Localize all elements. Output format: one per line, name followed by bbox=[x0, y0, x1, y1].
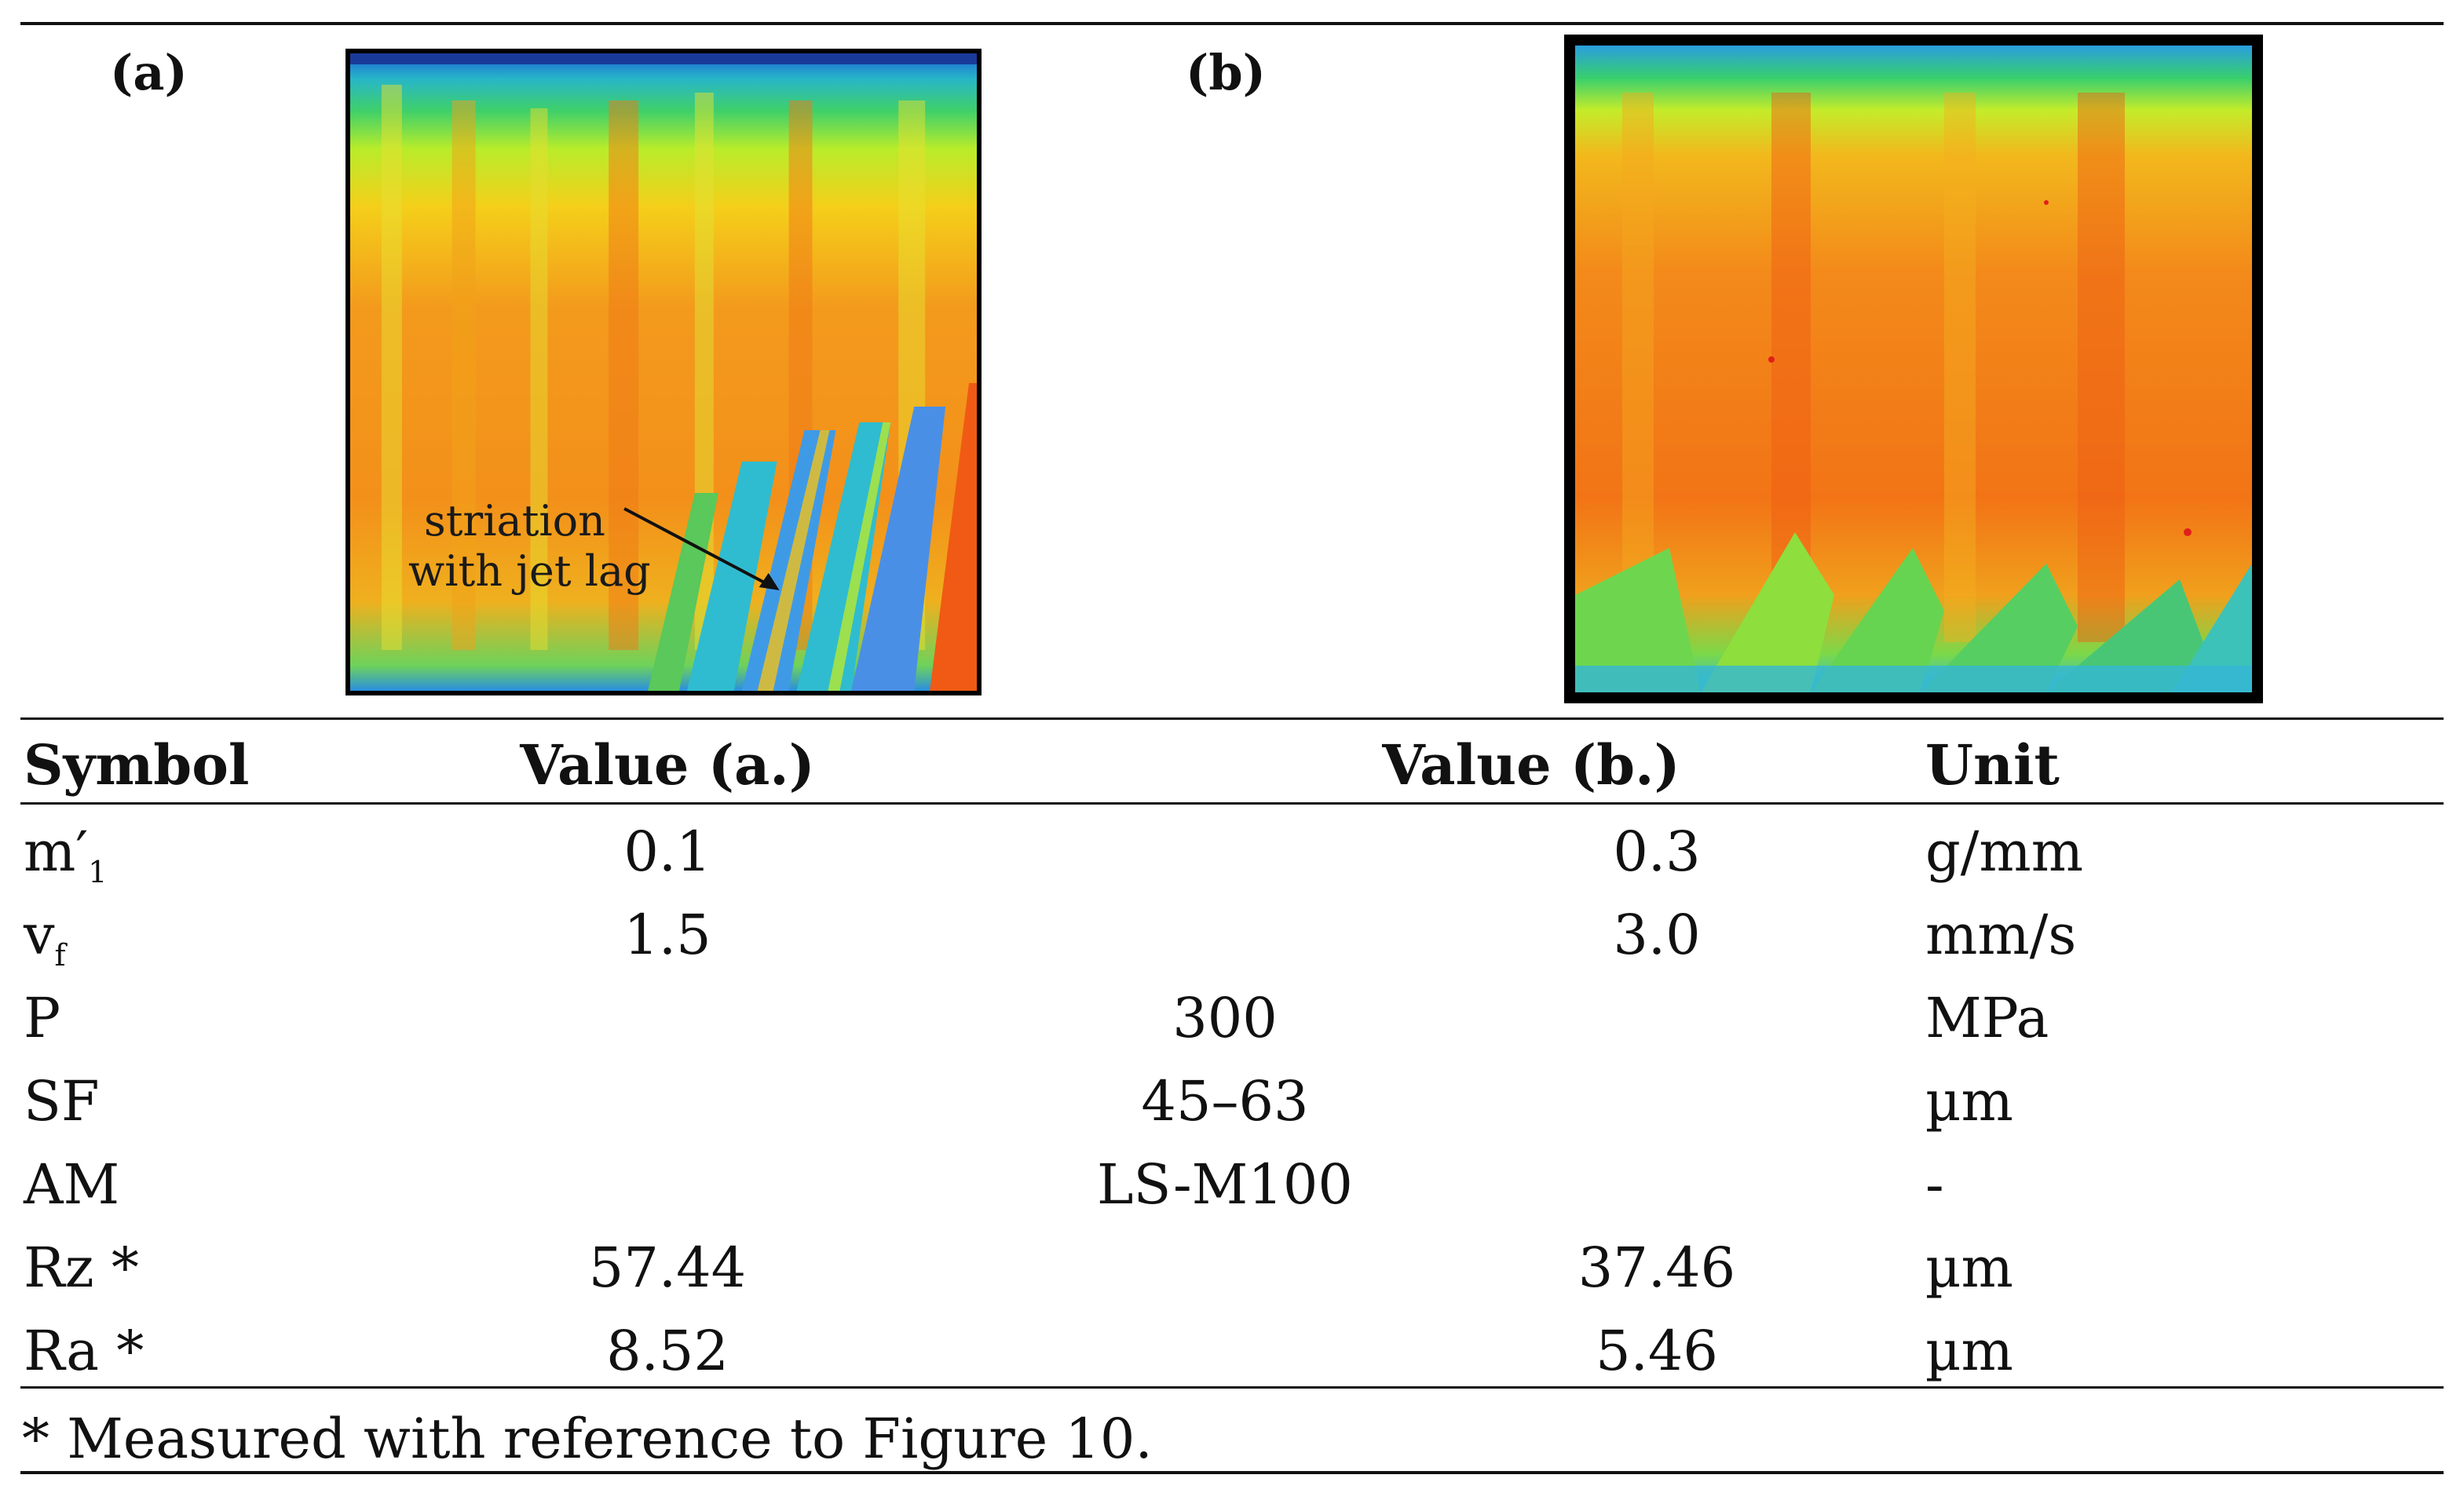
panel-b-surface-image bbox=[1575, 46, 2252, 692]
row-7-symbol: Ra * bbox=[24, 1319, 144, 1383]
panel-b-heatmap bbox=[1564, 35, 2263, 703]
row-1-symbol-main: m′ bbox=[24, 820, 89, 884]
header-rule bbox=[20, 802, 2444, 805]
row-2-symbol: vf bbox=[24, 907, 66, 970]
row-5-symbol: AM bbox=[24, 1152, 120, 1217]
panel-a-heatmap bbox=[345, 49, 982, 695]
top-rule bbox=[20, 22, 2444, 25]
row-6-unit: µm bbox=[1925, 1236, 2013, 1300]
row-7-value-a: 8.52 bbox=[606, 1319, 729, 1383]
header-unit: Unit bbox=[1925, 732, 2060, 798]
row-1-unit: g/mm bbox=[1925, 820, 2084, 884]
header-symbol: Symbol bbox=[24, 732, 250, 798]
row-6-symbol: Rz * bbox=[24, 1236, 139, 1300]
row-6-value-b: 37.46 bbox=[1577, 1236, 1736, 1300]
row-7-value-b: 5.46 bbox=[1596, 1319, 1718, 1383]
table-bottom-rule bbox=[20, 1386, 2444, 1389]
row-5-unit: - bbox=[1925, 1152, 1944, 1217]
row-5-shared-value: LS-M100 bbox=[1097, 1152, 1353, 1217]
row-7-unit: µm bbox=[1925, 1319, 2013, 1383]
row-2-value-b: 3.0 bbox=[1613, 903, 1701, 967]
annotation-line-2: with jet lag bbox=[408, 546, 651, 596]
row-3-unit: MPa bbox=[1925, 986, 2049, 1050]
row-6-value-a: 57.44 bbox=[588, 1236, 747, 1300]
row-1-symbol: m′1 bbox=[24, 824, 107, 887]
row-2-value-a: 1.5 bbox=[623, 903, 711, 967]
bottom-rule bbox=[20, 1471, 2444, 1474]
striation-annotation: striation with jet lag bbox=[408, 496, 651, 596]
row-2-symbol-sub: f bbox=[54, 938, 66, 973]
row-4-unit: µm bbox=[1925, 1069, 2013, 1133]
panel-b-label: (b) bbox=[1186, 44, 1267, 101]
row-1-value-a: 0.1 bbox=[623, 820, 711, 884]
row-3-symbol: P bbox=[24, 986, 61, 1050]
header-value-a: Value (a.) bbox=[520, 732, 815, 798]
panel-a-label: (a) bbox=[110, 44, 188, 101]
panel-a-surface-image bbox=[350, 53, 977, 691]
row-2-symbol-main: v bbox=[24, 903, 55, 967]
row-1-value-b: 0.3 bbox=[1613, 820, 1701, 884]
row-3-shared-value: 300 bbox=[1172, 986, 1278, 1050]
row-2-unit: mm/s bbox=[1925, 903, 2077, 967]
row-4-symbol: SF bbox=[24, 1069, 100, 1133]
table-top-rule bbox=[20, 717, 2444, 720]
table-footnote: * Measured with reference to Figure 10. bbox=[22, 1407, 1153, 1471]
annotation-line-1: striation bbox=[424, 496, 605, 546]
header-value-b: Value (b.) bbox=[1382, 732, 1680, 798]
row-1-symbol-sub: 1 bbox=[88, 855, 108, 889]
row-4-shared-value: 45–63 bbox=[1141, 1069, 1309, 1133]
